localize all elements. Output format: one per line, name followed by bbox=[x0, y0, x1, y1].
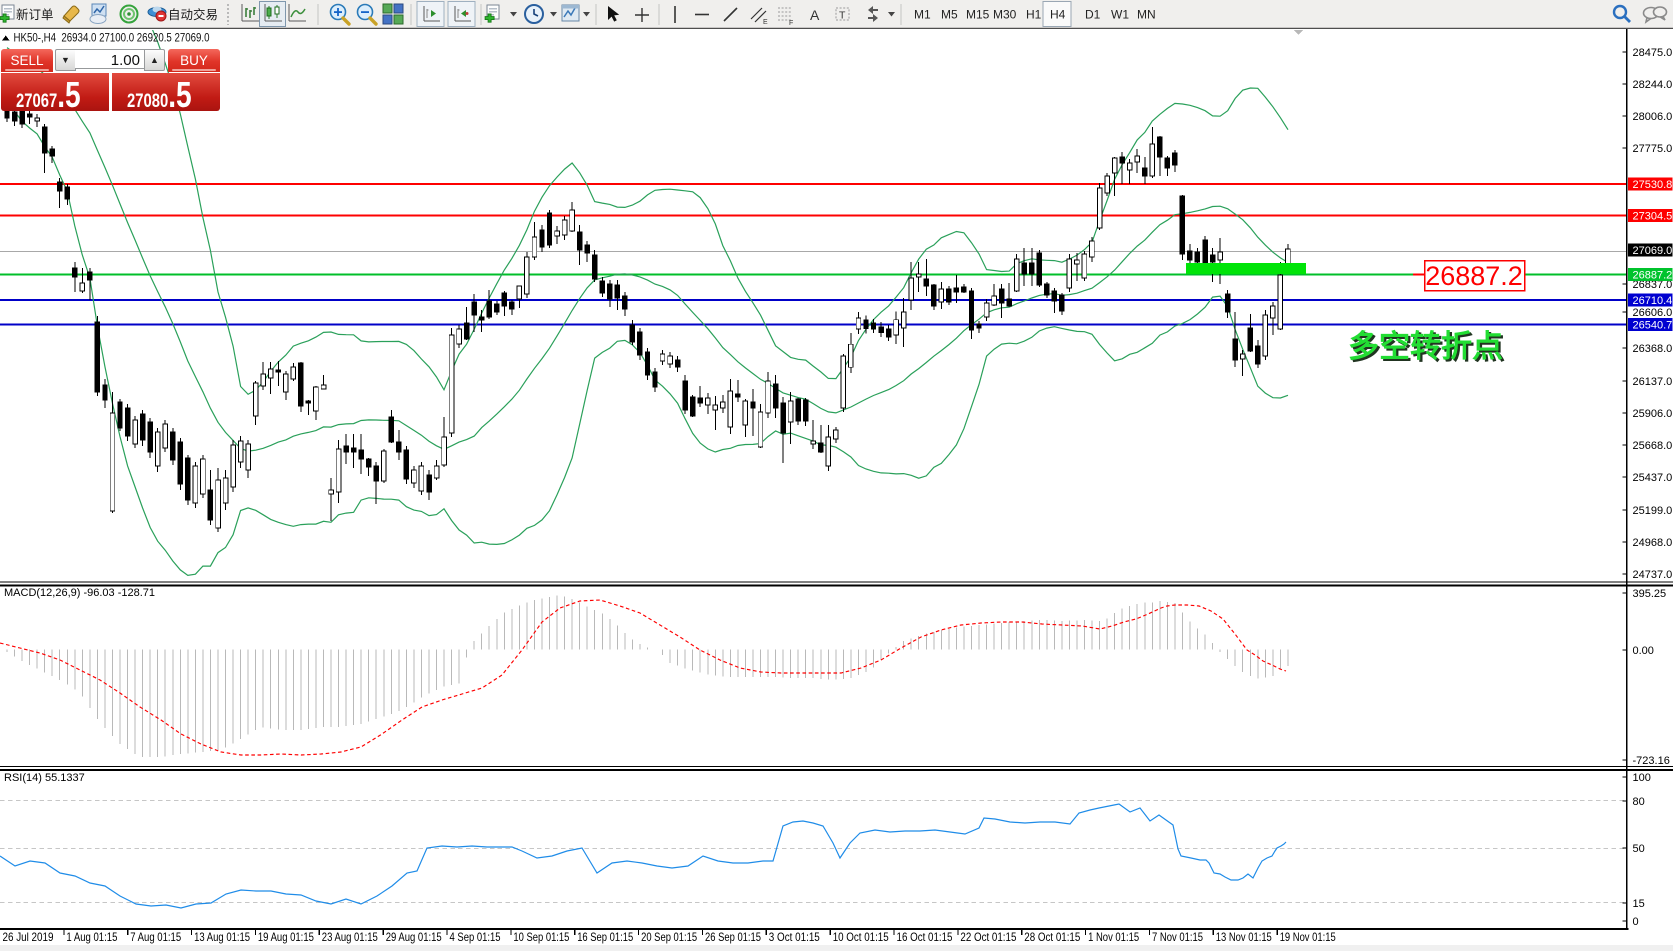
svg-text:27069.0: 27069.0 bbox=[1633, 245, 1673, 257]
svg-text:MACD(12,26,9) -96.03 -128.71: MACD(12,26,9) -96.03 -128.71 bbox=[4, 587, 155, 599]
svg-text:M30: M30 bbox=[993, 8, 1017, 22]
svg-text:80: 80 bbox=[1633, 796, 1645, 808]
svg-text:27530.8: 27530.8 bbox=[1633, 179, 1673, 191]
svg-text:395.25: 395.25 bbox=[1633, 588, 1667, 600]
svg-text:26137.0: 26137.0 bbox=[1633, 376, 1673, 388]
svg-text:15: 15 bbox=[1633, 898, 1645, 910]
svg-text:H1: H1 bbox=[1026, 8, 1042, 22]
svg-text:25199.0: 25199.0 bbox=[1633, 505, 1673, 517]
svg-text:RSI(14) 55.1337: RSI(14) 55.1337 bbox=[4, 772, 85, 784]
svg-text:16 Oct 01:15: 16 Oct 01:15 bbox=[897, 930, 953, 944]
svg-text:10 Oct 01:15: 10 Oct 01:15 bbox=[833, 930, 889, 944]
svg-text:自动交易: 自动交易 bbox=[168, 7, 218, 22]
svg-text:M1: M1 bbox=[914, 8, 931, 22]
svg-text:26 Jul 2019: 26 Jul 2019 bbox=[3, 930, 54, 944]
svg-text:T: T bbox=[839, 10, 846, 22]
svg-text:28244.0: 28244.0 bbox=[1633, 79, 1673, 91]
svg-text:26710.4: 26710.4 bbox=[1633, 295, 1673, 307]
svg-text:26837.0: 26837.0 bbox=[1633, 279, 1673, 291]
svg-text:19 Nov 01:15: 19 Nov 01:15 bbox=[1280, 930, 1336, 944]
svg-text:28 Oct 01:15: 28 Oct 01:15 bbox=[1024, 930, 1080, 944]
svg-text:22 Oct 01:15: 22 Oct 01:15 bbox=[960, 930, 1016, 944]
svg-text:F: F bbox=[789, 20, 793, 27]
svg-text:25906.0: 25906.0 bbox=[1633, 408, 1673, 420]
svg-text:0.00: 0.00 bbox=[1633, 645, 1654, 657]
svg-text:20 Sep 01:15: 20 Sep 01:15 bbox=[641, 930, 697, 944]
svg-text:多空转折点: 多空转折点 bbox=[1350, 331, 1505, 366]
svg-text:4 Sep 01:15: 4 Sep 01:15 bbox=[450, 930, 501, 944]
svg-text:1 Aug 01:15: 1 Aug 01:15 bbox=[66, 930, 117, 944]
svg-text:10 Sep 01:15: 10 Sep 01:15 bbox=[513, 930, 569, 944]
svg-text:50: 50 bbox=[1633, 843, 1645, 855]
svg-text:A: A bbox=[810, 7, 820, 23]
svg-text:7 Nov 01:15: 7 Nov 01:15 bbox=[1152, 930, 1203, 944]
svg-text:24968.0: 24968.0 bbox=[1633, 537, 1673, 549]
svg-text:M15: M15 bbox=[966, 8, 990, 22]
svg-text:13 Nov 01:15: 13 Nov 01:15 bbox=[1216, 930, 1272, 944]
svg-text:16 Sep 01:15: 16 Sep 01:15 bbox=[577, 930, 633, 944]
svg-text:1 Nov 01:15: 1 Nov 01:15 bbox=[1088, 930, 1139, 944]
svg-text:26 Sep 01:15: 26 Sep 01:15 bbox=[705, 930, 761, 944]
svg-text:3 Oct 01:15: 3 Oct 01:15 bbox=[769, 930, 820, 944]
svg-text:多空转折点: 多空转折点 bbox=[1348, 329, 1503, 364]
svg-text:26887.2: 26887.2 bbox=[1633, 270, 1673, 282]
svg-text:100: 100 bbox=[1633, 772, 1651, 784]
svg-text:25668.0: 25668.0 bbox=[1633, 440, 1673, 452]
svg-text:M5: M5 bbox=[941, 8, 958, 22]
svg-text:MN: MN bbox=[1137, 8, 1156, 22]
svg-text:13 Aug 01:15: 13 Aug 01:15 bbox=[194, 930, 250, 944]
svg-text:0: 0 bbox=[1633, 916, 1639, 928]
svg-text:W1: W1 bbox=[1111, 8, 1129, 22]
svg-text:26368.0: 26368.0 bbox=[1633, 343, 1673, 355]
svg-text:26606.0: 26606.0 bbox=[1633, 307, 1673, 319]
svg-text:27304.5: 27304.5 bbox=[1633, 211, 1673, 223]
svg-text:29 Aug 01:15: 29 Aug 01:15 bbox=[386, 930, 442, 944]
svg-text:28006.0: 28006.0 bbox=[1633, 111, 1673, 123]
svg-text:-723.16: -723.16 bbox=[1633, 755, 1670, 767]
svg-text:19 Aug 01:15: 19 Aug 01:15 bbox=[258, 930, 314, 944]
svg-text:23 Aug 01:15: 23 Aug 01:15 bbox=[322, 930, 378, 944]
svg-text:HK50-,H4 26934.0 27100.0 2692: HK50-,H4 26934.0 27100.0 26920.5 27069.0 bbox=[14, 31, 210, 45]
svg-text:H4: H4 bbox=[1050, 8, 1066, 22]
svg-text:26540.7: 26540.7 bbox=[1633, 320, 1673, 332]
svg-text:新订单: 新订单 bbox=[16, 7, 54, 22]
svg-text:27775.0: 27775.0 bbox=[1633, 143, 1673, 155]
svg-text:E: E bbox=[763, 19, 768, 26]
svg-text:7 Aug 01:15: 7 Aug 01:15 bbox=[130, 930, 181, 944]
svg-text:25437.0: 25437.0 bbox=[1633, 472, 1673, 484]
svg-text:24737.0: 24737.0 bbox=[1633, 569, 1673, 581]
svg-text:D1: D1 bbox=[1085, 8, 1101, 22]
svg-text:28475.0: 28475.0 bbox=[1633, 47, 1673, 59]
svg-text:26887.2: 26887.2 bbox=[1425, 261, 1523, 291]
